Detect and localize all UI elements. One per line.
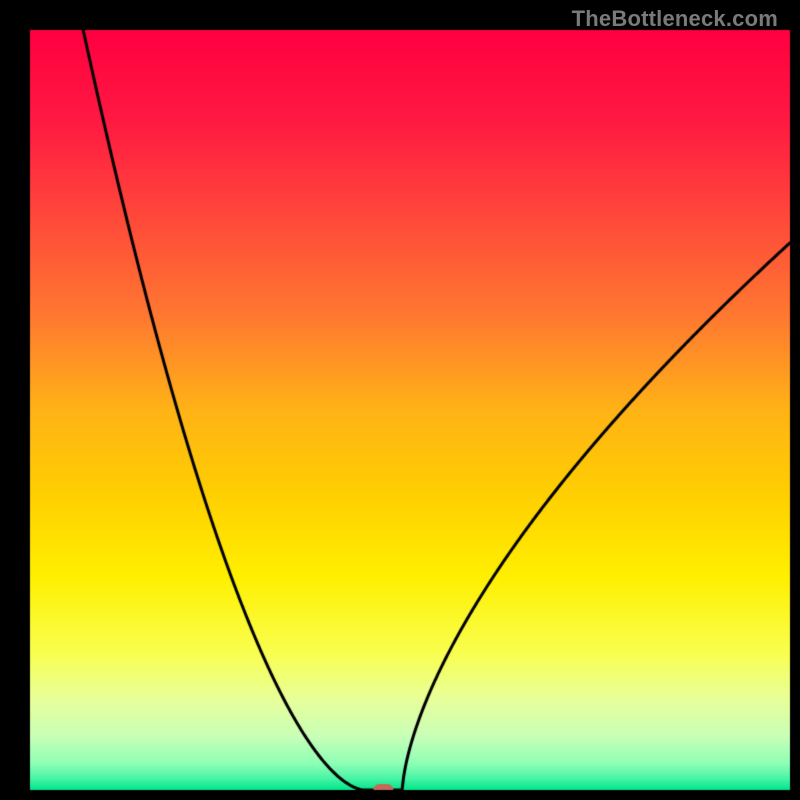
watermark-text: TheBottleneck.com [572,6,778,32]
bottleneck-curve-chart [0,0,800,800]
root: TheBottleneck.com [0,0,800,800]
